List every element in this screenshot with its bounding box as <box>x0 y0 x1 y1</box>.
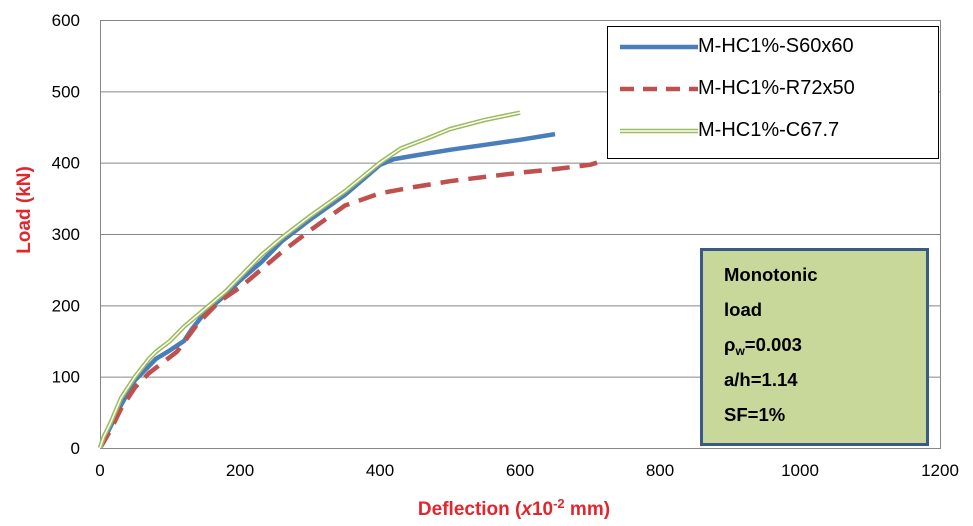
y-tick-label: 300 <box>52 225 80 244</box>
x-tick-label: 200 <box>226 461 254 480</box>
y-tick-label: 600 <box>52 11 80 30</box>
x-tick-label: 0 <box>95 461 104 480</box>
x-axis-title: Deflection (x10-2 mm) <box>418 496 610 521</box>
y-tick-label: 200 <box>52 296 80 315</box>
x-tick-label: 1200 <box>921 461 959 480</box>
x-tick-labels: 0 200 400 600 800 1000 1200 <box>95 461 959 480</box>
note-line-5: SF=1% <box>724 404 786 425</box>
note-line-1: Monotonic <box>724 264 818 285</box>
series-line-m-hc1-s60x60 <box>97 131 556 449</box>
legend-item-s60x60: M-HC1%-S60x60 <box>608 29 938 65</box>
y-tick-label: 0 <box>71 439 80 458</box>
legend-swatch-dashed <box>620 86 698 92</box>
y-tick-label: 100 <box>52 368 80 387</box>
y-tick-labels: 0 100 200 300 400 500 600 <box>52 11 80 458</box>
note-line-2: load <box>724 299 763 320</box>
series-layer <box>97 110 598 450</box>
y-tick-label: 400 <box>52 154 80 173</box>
legend-label: M-HC1%-C67.7 <box>698 119 840 141</box>
legend: M-HC1%-S60x60 M-HC1%-R72x50 M-HC1%-C67.7 <box>607 26 939 159</box>
rho-value: =0.003 <box>744 334 802 355</box>
legend-label: M-HC1%-S60x60 <box>698 35 854 57</box>
legend-label: M-HC1%-R72x50 <box>698 77 855 99</box>
series-line-m-hc1-r72x50 <box>98 160 598 450</box>
plot-area-border <box>100 20 941 449</box>
x-tick-label: 400 <box>366 461 394 480</box>
rho-subscript: w <box>735 344 745 358</box>
legend-swatch-solid <box>620 44 698 50</box>
x-tick-label: 800 <box>646 461 674 480</box>
y-tick-label: 500 <box>52 82 80 101</box>
series-line-m-hc1-c67-7-inner <box>99 111 521 449</box>
note-line-3: ρw=0.003 <box>724 327 926 362</box>
test-parameters-box: Monotonic load ρw=0.003 a/h=1.14 SF=1% <box>700 248 929 446</box>
x-tick-label: 1000 <box>781 461 819 480</box>
y-axis-title: Load (kN) <box>14 166 35 254</box>
x-tick-label: 600 <box>506 461 534 480</box>
legend-item-c67-7: M-HC1%-C67.7 <box>608 113 938 149</box>
rho-symbol: ρ <box>724 334 736 355</box>
legend-swatch-double <box>620 128 698 134</box>
legend-item-r72x50: M-HC1%-R72x50 <box>608 71 938 107</box>
note-line-4: a/h=1.14 <box>724 369 798 390</box>
